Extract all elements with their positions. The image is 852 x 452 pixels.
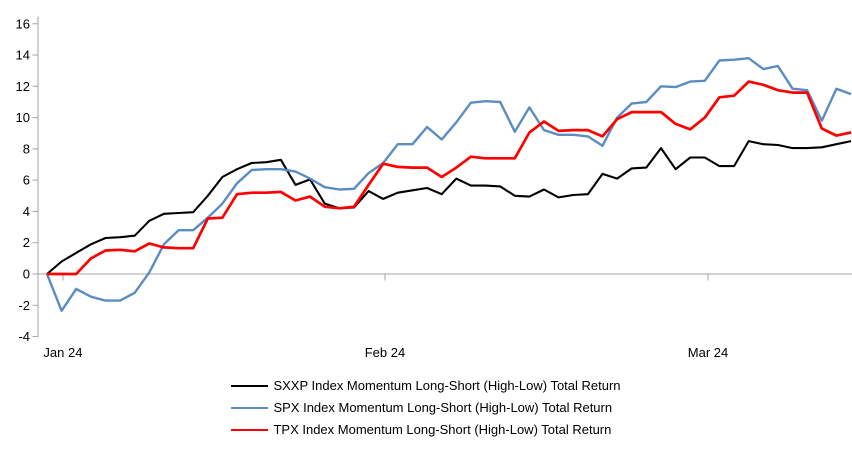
- legend-rows: SXXP Index Momentum Long-Short (High-Low…: [231, 375, 621, 441]
- y-tick-label: 12: [16, 79, 30, 94]
- y-tick-label: 8: [23, 141, 30, 156]
- legend-label-sxxp: SXXP Index Momentum Long-Short (High-Low…: [273, 378, 621, 393]
- y-tick-label: 2: [23, 235, 30, 250]
- y-tick-label: 14: [16, 48, 30, 63]
- chart-legend: SXXP Index Momentum Long-Short (High-Low…: [0, 375, 852, 441]
- y-tick-label: 4: [23, 204, 30, 219]
- y-tick-label: -4: [18, 329, 30, 344]
- legend-item-spx: SPX Index Momentum Long-Short (High-Low)…: [231, 397, 620, 419]
- y-tick-label: 6: [23, 173, 30, 188]
- legend-item-tpx: TPX Index Momentum Long-Short (High-Low)…: [231, 419, 620, 441]
- x-tick-label: Mar 24: [688, 345, 728, 360]
- x-axis: Jan 24 Feb 24 Mar 24: [43, 274, 728, 360]
- y-tick-label: 16: [16, 16, 30, 31]
- y-tick-label: 0: [23, 267, 30, 282]
- sxxp-line-swatch: [231, 385, 269, 387]
- legend-label-spx: SPX Index Momentum Long-Short (High-Low)…: [273, 400, 613, 415]
- x-tick-label: Jan 24: [43, 345, 82, 360]
- y-tick-label: -2: [18, 298, 30, 313]
- x-tick-label: Feb 24: [365, 345, 405, 360]
- legend-label-tpx: TPX Index Momentum Long-Short (High-Low)…: [273, 422, 612, 437]
- series-line-2: [47, 80, 852, 276]
- legend-item-sxxp: SXXP Index Momentum Long-Short (High-Low…: [231, 375, 621, 397]
- series-lines: [45, 57, 852, 312]
- series-line-1: [45, 57, 852, 312]
- y-tick-label: 10: [16, 110, 30, 125]
- y-axis: 16 14 12 10 8 6 4 2 0 -2 -4: [16, 16, 39, 344]
- spx-line-swatch: [231, 407, 269, 409]
- series-line-0: [46, 140, 852, 275]
- tpx-line-swatch: [231, 429, 269, 431]
